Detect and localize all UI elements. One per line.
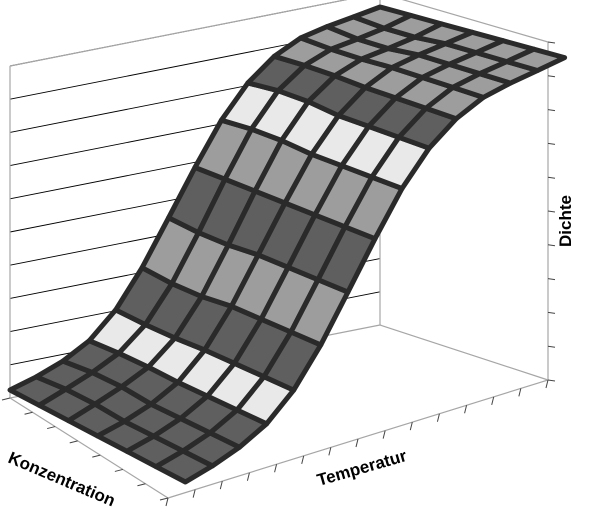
x-axis-label: Temperatur <box>315 446 409 490</box>
x-tick <box>491 396 495 405</box>
frame-edge <box>401 0 549 43</box>
y-tick <box>159 497 169 501</box>
surface-facet <box>504 46 568 73</box>
z-tick <box>547 244 556 247</box>
y-tick <box>1 397 11 401</box>
x-tick <box>382 430 386 439</box>
x-tick <box>436 413 440 422</box>
y-tick <box>47 426 56 430</box>
x-tick <box>192 489 196 498</box>
axis-ticks <box>1 41 556 507</box>
z-tick <box>547 379 556 382</box>
z-tick <box>547 142 556 145</box>
frame-edge <box>379 324 549 381</box>
x-tick <box>409 422 413 431</box>
z-tick <box>547 311 556 314</box>
y-tick <box>69 440 78 444</box>
z-tick <box>547 278 556 281</box>
x-tick <box>545 379 549 389</box>
z-tick <box>547 41 556 44</box>
x-tick <box>219 481 223 490</box>
x-tick <box>274 464 278 473</box>
y-tick <box>114 468 123 472</box>
x-tick <box>165 497 169 507</box>
y-tick <box>24 411 33 415</box>
z-tick <box>547 75 556 78</box>
z-tick <box>547 176 556 179</box>
y-tick <box>137 483 146 487</box>
x-tick <box>464 405 468 414</box>
y-axis-label: Konzentration <box>5 448 118 510</box>
z-tick <box>547 210 556 213</box>
z-axis-label: Dichte <box>556 195 575 247</box>
surface-mesh <box>7 4 568 485</box>
x-tick <box>328 447 332 456</box>
x-tick <box>246 472 250 481</box>
x-tick <box>301 455 305 464</box>
x-tick <box>518 388 522 397</box>
y-tick <box>92 454 101 458</box>
frame-edge <box>9 0 348 67</box>
z-tick <box>547 345 556 348</box>
x-tick <box>355 438 359 448</box>
z-tick <box>547 109 556 112</box>
frame-edge <box>9 397 169 499</box>
